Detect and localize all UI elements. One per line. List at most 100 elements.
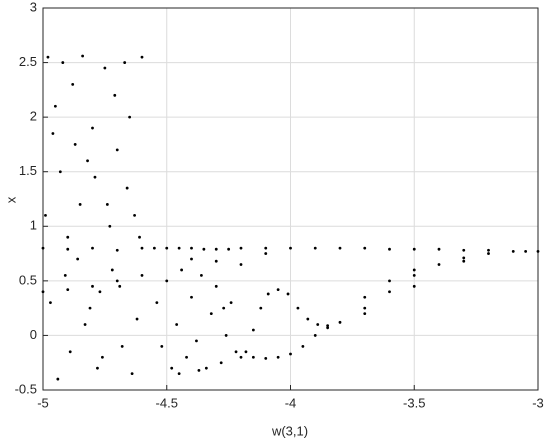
point [289, 246, 292, 250]
point [113, 93, 117, 97]
point [63, 274, 67, 277]
y-tick-label: 2 [30, 109, 37, 124]
point [118, 284, 122, 288]
point [313, 246, 317, 250]
point [264, 246, 268, 250]
point [259, 306, 263, 310]
point [76, 257, 80, 261]
point [41, 290, 45, 294]
point [49, 301, 52, 305]
point [363, 306, 367, 310]
point [177, 246, 181, 250]
point [91, 284, 94, 288]
point [190, 257, 193, 261]
point [286, 292, 290, 296]
point [91, 246, 94, 250]
point [98, 290, 102, 294]
point [128, 115, 132, 119]
point [536, 249, 540, 253]
point [88, 306, 92, 310]
point [227, 247, 231, 251]
point [437, 263, 441, 266]
point [266, 292, 270, 296]
point [363, 312, 367, 315]
x-tick-label: -4 [285, 395, 297, 410]
point [412, 274, 416, 277]
x-tick-label: -3.5 [403, 395, 425, 410]
point [175, 323, 179, 326]
point [306, 317, 310, 321]
point [239, 355, 243, 359]
x-tick-label: -5 [37, 395, 49, 410]
point [338, 320, 342, 324]
point [61, 61, 65, 64]
point [388, 290, 391, 294]
point [78, 203, 82, 206]
point [115, 279, 119, 283]
point [412, 284, 416, 288]
point [138, 235, 141, 239]
point [234, 350, 238, 354]
point [209, 312, 213, 315]
plot-frame [42, 7, 539, 391]
point [130, 372, 134, 376]
point [338, 246, 342, 250]
point [115, 248, 119, 252]
point [316, 323, 320, 326]
point [91, 126, 94, 130]
point [313, 334, 317, 337]
point [140, 274, 144, 277]
point [58, 170, 62, 174]
point [462, 256, 466, 260]
point [222, 306, 226, 310]
point [214, 284, 218, 288]
point [103, 66, 107, 70]
point [93, 175, 97, 179]
point [264, 356, 268, 360]
point [511, 249, 515, 253]
y-tick-label: 0.5 [19, 272, 37, 287]
y-tick-label: 1.5 [19, 163, 37, 178]
point [165, 246, 169, 250]
point [190, 295, 193, 299]
y-tick-label: 1 [30, 218, 37, 233]
point [68, 350, 72, 354]
point [202, 247, 206, 251]
point [244, 350, 248, 354]
point [224, 334, 228, 337]
point [437, 247, 441, 251]
point [251, 355, 255, 359]
point [326, 326, 330, 330]
point [81, 54, 84, 58]
point [53, 104, 57, 108]
point [66, 235, 70, 239]
point [96, 366, 99, 370]
point [73, 143, 77, 146]
point [110, 268, 114, 272]
point [412, 268, 416, 272]
point [170, 366, 174, 370]
point [66, 288, 70, 291]
point [165, 279, 169, 283]
point [108, 224, 112, 228]
point [388, 247, 391, 251]
point [289, 352, 292, 356]
x-tick-label: -4.5 [156, 395, 178, 410]
point [276, 355, 280, 359]
point [214, 247, 218, 251]
point [101, 355, 104, 359]
point [51, 132, 55, 135]
point [66, 247, 70, 251]
point [229, 301, 233, 305]
point [41, 246, 45, 250]
point [462, 248, 466, 252]
point [197, 368, 201, 372]
point [326, 324, 330, 328]
point [251, 328, 255, 332]
point [412, 247, 416, 251]
point [140, 55, 144, 59]
point [177, 372, 181, 376]
point [200, 274, 203, 277]
y-tick-label: 3 [30, 0, 37, 14]
